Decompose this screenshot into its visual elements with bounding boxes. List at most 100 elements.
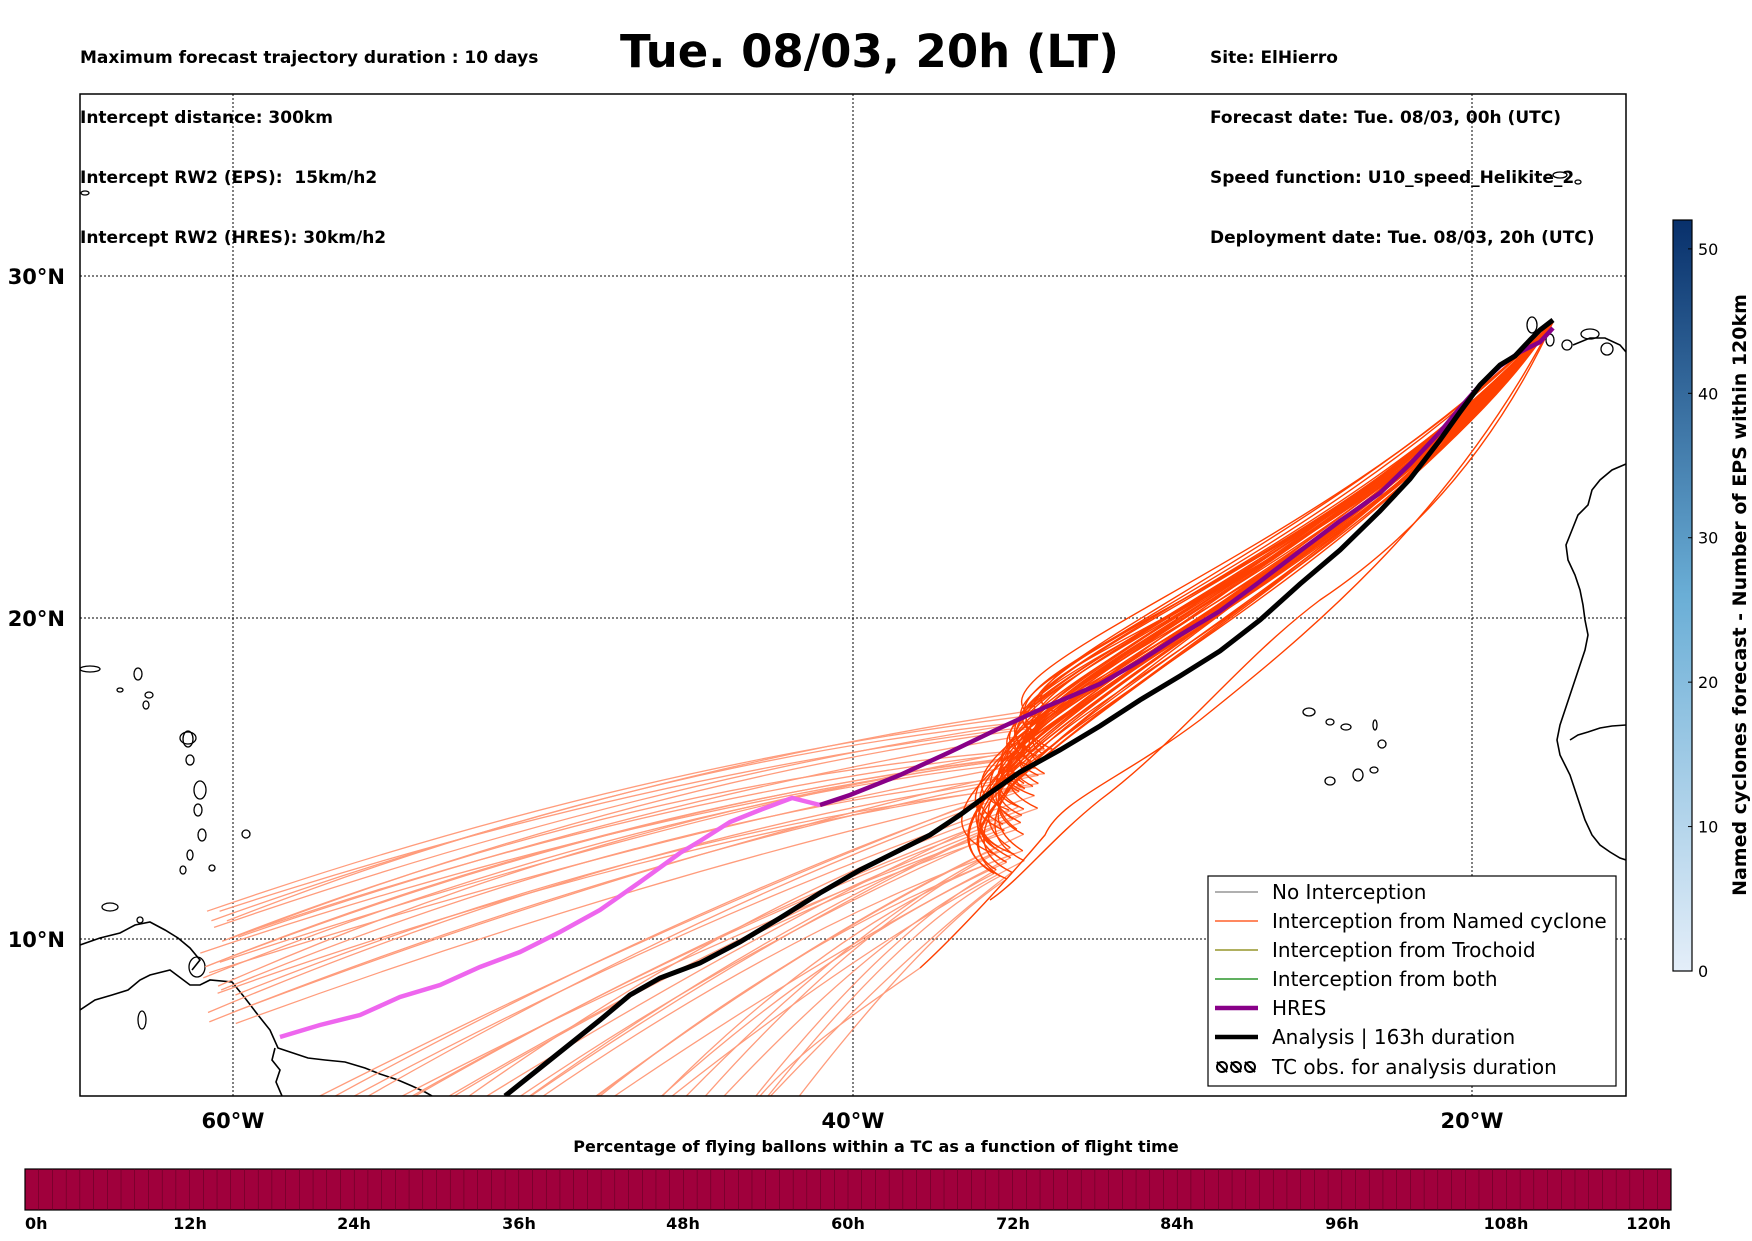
time-bar-label: 84h (1160, 1214, 1194, 1233)
colorbar-tick-label: 40 (1698, 384, 1718, 403)
time-bar-label: 120h (1626, 1214, 1671, 1233)
eps-trajectory-segment (767, 875, 1001, 1096)
eps-trajectory-segment (661, 853, 1015, 1096)
caribbean-coast (80, 921, 202, 971)
cape-verde-island (1302, 707, 1316, 717)
header-left-line: Intercept distance: 300km (80, 108, 333, 128)
colorbar-tick-label: 10 (1698, 818, 1718, 837)
time-bar-ticks (38, 1169, 1658, 1210)
colorbar-tick-label: 0 (1698, 962, 1708, 981)
eps-trajectory-segment (755, 869, 997, 1096)
eps-trajectory-segment (595, 846, 999, 1096)
islands (80, 171, 1614, 1030)
eps-trajectory-segment (219, 725, 1033, 912)
time-bar (24, 1168, 1672, 1211)
eps-trajectory-segment (217, 756, 1028, 987)
legend-label: Analysis | 163h duration (1272, 1025, 1515, 1049)
trinidad-island (188, 956, 206, 978)
eps-trajectory-segment (203, 760, 1032, 979)
antilles-island (193, 803, 203, 817)
time-bar-title: Percentage of flying ballons within a TC… (573, 1137, 1179, 1156)
africa-inner-coast (1569, 724, 1626, 741)
antilles-island (185, 754, 195, 766)
time-bar-label: 72h (996, 1214, 1030, 1233)
antilles-island (241, 829, 251, 839)
time-bar-label: 36h (502, 1214, 536, 1233)
legend-label: Interception from Trochoid (1272, 938, 1536, 962)
tc-symbol-icon (1216, 1061, 1256, 1073)
header-right-line: Site: ElHierro (1210, 48, 1338, 68)
header-right-line: Speed function: U10_speed_Helikite_2 (1210, 168, 1575, 188)
colorbar-ticks: 0 10 20 30 40 50 (1688, 240, 1718, 981)
eps-trajectory-outlier (759, 967, 921, 1096)
eps-trajectory-segment (704, 853, 995, 1096)
colorbar: 0 10 20 30 40 50 Named cyclones forecast - Nu… (1672, 219, 1751, 981)
cape-verde-island (1377, 739, 1387, 749)
antilles-island (182, 730, 194, 748)
eps-trajectory-segment (671, 860, 1025, 1096)
azores-island (1552, 171, 1568, 179)
antilles-island (133, 667, 143, 681)
south-america-inland (271, 1047, 283, 1096)
time-bar-label: 60h (831, 1214, 865, 1233)
eps-trajectory-segment (207, 777, 1016, 1014)
time-bar-label: 0h (25, 1214, 48, 1233)
eps-trajectory-segment (723, 872, 995, 1096)
africa-coast (1556, 463, 1626, 861)
eps-trajectory-segment (235, 787, 1025, 1025)
time-bar-label: 48h (666, 1214, 700, 1233)
lon-label: 60°W (202, 1109, 265, 1133)
south-america-coast (80, 969, 433, 1096)
eps-trajectory-segment (660, 861, 1007, 1096)
eps-trajectories-late (200, 707, 1058, 1096)
antilles-island (80, 665, 101, 673)
eps-trajectory-segment (209, 774, 1039, 1023)
azores-island (1574, 179, 1582, 185)
eps-trajectory-segment (1021, 321, 1554, 722)
lon-label: 20°W (1441, 1109, 1504, 1133)
antilles-island (197, 828, 207, 842)
colorbar-tick-label: 50 (1698, 240, 1718, 259)
cape-verde-island (1372, 719, 1378, 731)
eps-trajectory-segment (447, 818, 1014, 1096)
eps-trajectory-segment (685, 849, 1000, 1096)
time-bar-label: 108h (1483, 1214, 1529, 1233)
header-right-info: Site: ElHierro Forecast date: Tue. 08/03… (1210, 8, 1595, 268)
header-left-line: Maximum forecast trajectory duration : 1… (80, 48, 539, 68)
eps-trajectory-segment (213, 719, 1042, 929)
lat-label: 10°N (8, 928, 65, 952)
eps-trajectory-segment (206, 755, 1035, 967)
legend-label: Interception from both (1272, 967, 1498, 991)
antilles-island (144, 691, 154, 699)
eps-trajectory-segment (230, 728, 1028, 940)
header-left-info: Maximum forecast trajectory duration : 1… (80, 8, 538, 268)
colorbar-tick-label: 20 (1698, 673, 1718, 692)
hres-track-late (279, 795, 821, 1040)
cape-verde-island (1369, 766, 1379, 774)
eps-trajectory-segment (226, 719, 1045, 922)
eps-trajectory-segment (798, 878, 1008, 1096)
header-left-line: Intercept RW2 (HRES): 30km/h2 (80, 228, 387, 248)
canary-island (1526, 316, 1538, 334)
antilles-island (137, 1010, 147, 1030)
colorbar-title: Named cyclones forecast - Number of EPS … (1729, 294, 1751, 896)
lon-label: 40°W (822, 1109, 885, 1133)
eps-trajectory-segment (229, 748, 1053, 939)
legend-label: HRES (1272, 996, 1326, 1020)
eps-trajectory-segment (208, 760, 1038, 974)
eps-trajectory-segment (529, 814, 1023, 1096)
antilles-island (208, 864, 216, 872)
cape-verde-island (1352, 768, 1364, 782)
eps-trajectory-segment (237, 732, 1039, 938)
time-bar-label: 24h (337, 1214, 371, 1233)
eps-trajectory-segment (217, 782, 1039, 994)
legend-label: Interception from Named cyclone (1272, 909, 1607, 933)
canary-island (1561, 339, 1573, 351)
time-bar-label: 12h (173, 1214, 207, 1233)
time-bar-label: 96h (1325, 1214, 1359, 1233)
header-left-line: Intercept RW2 (EPS): 15km/h2 (80, 168, 378, 188)
colorbar-gradient (1672, 219, 1693, 972)
eps-trajectory-segment (413, 808, 1025, 1096)
antilles-island (179, 731, 197, 745)
